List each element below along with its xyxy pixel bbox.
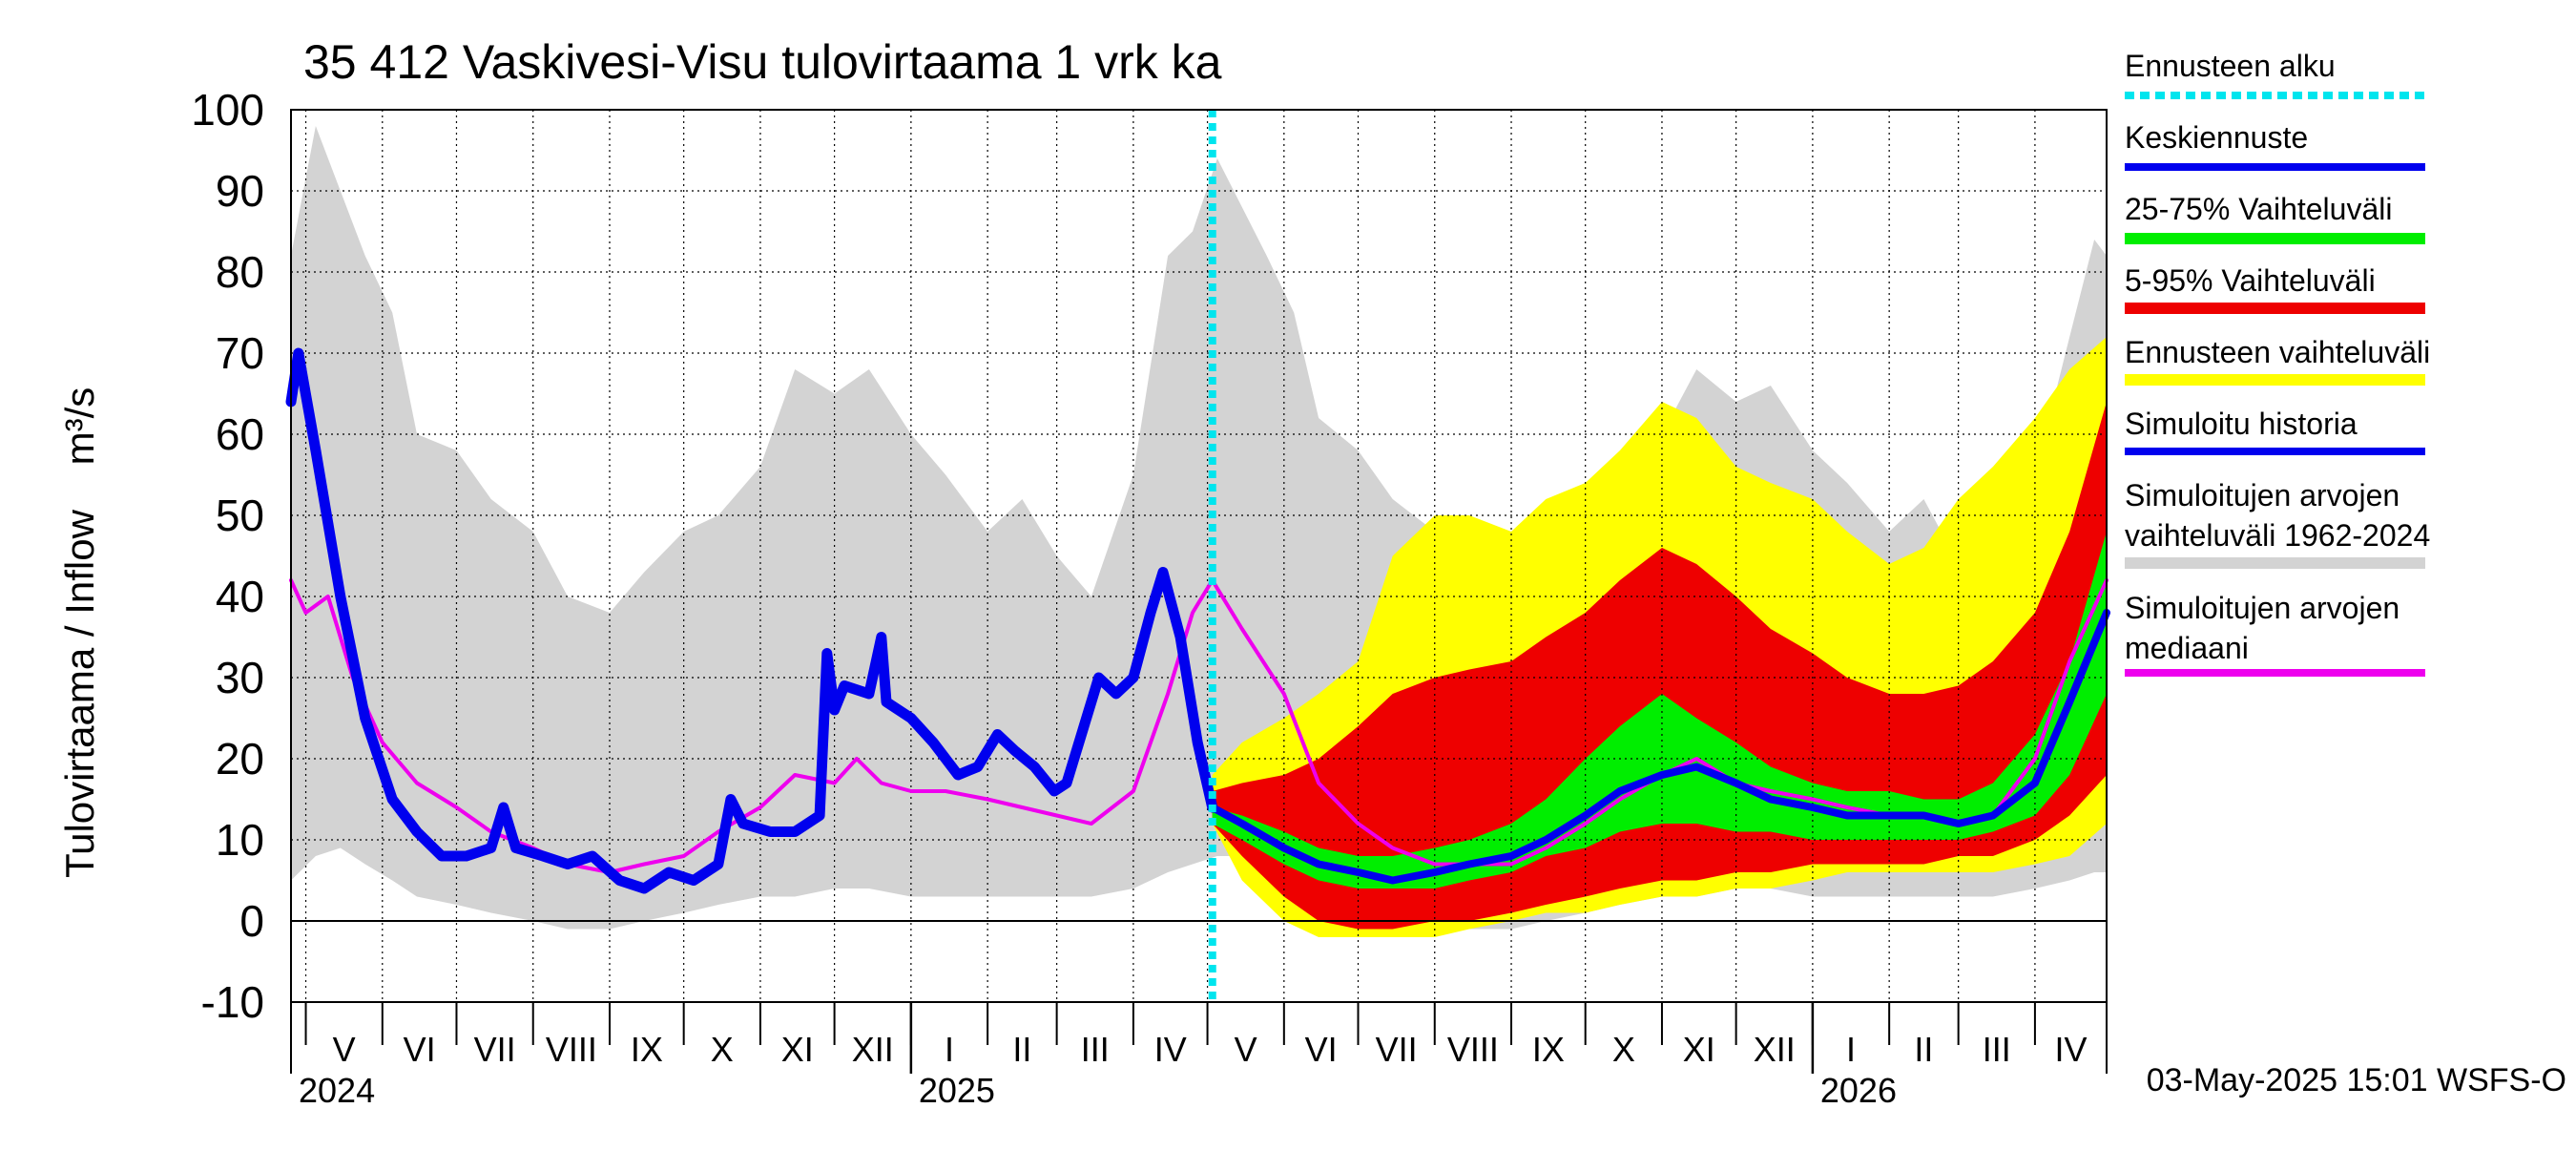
month-label: I xyxy=(1846,1030,1856,1069)
p25-75-band xyxy=(1212,532,2107,889)
y-tick-label: 0 xyxy=(239,896,264,946)
y-tick-label: 10 xyxy=(216,815,264,865)
month-label: IX xyxy=(631,1030,663,1069)
month-label: IV xyxy=(2054,1030,2087,1069)
mean-forecast-line xyxy=(1208,609,2110,885)
y-tick-label: 60 xyxy=(216,409,264,459)
legend-label-forecast-range: Ennusteen vaihteluväli xyxy=(2125,335,2430,369)
month-label: III xyxy=(1081,1030,1110,1069)
plot-frame xyxy=(290,109,2108,1003)
y-tick-label: 70 xyxy=(216,328,264,378)
lines-layer xyxy=(285,110,2110,1002)
year-label: 2026 xyxy=(1820,1071,1897,1110)
month-label: II xyxy=(1914,1030,1933,1069)
month-label: X xyxy=(1612,1030,1635,1069)
year-label: 2025 xyxy=(919,1071,995,1110)
month-label: XII xyxy=(1754,1030,1796,1069)
legend-label-mean-forecast: Keskiennuste xyxy=(2125,120,2308,155)
month-label: VI xyxy=(1305,1030,1338,1069)
month-label: VII xyxy=(1376,1030,1418,1069)
legend-label-p25-75: 25-75% Vaihteluväli xyxy=(2125,192,2392,226)
month-label: I xyxy=(945,1030,954,1069)
y-tick-label: 40 xyxy=(216,572,264,621)
legend-label-sim-history: Simuloitu historia xyxy=(2125,407,2358,441)
month-label: IX xyxy=(1532,1030,1565,1069)
y-tick-label: 80 xyxy=(216,247,264,297)
month-label: VII xyxy=(474,1030,516,1069)
month-label: XII xyxy=(852,1030,894,1069)
month-label: V xyxy=(333,1030,356,1069)
y-tick-label: 20 xyxy=(216,734,264,784)
y-tick-label: 30 xyxy=(216,653,264,702)
year-label: 2024 xyxy=(299,1071,375,1110)
chart-title: 35 412 Vaskivesi-Visu tulovirtaama 1 vrk… xyxy=(303,35,1222,89)
simulated-history-line xyxy=(285,347,1218,894)
legend-label-forecast-start: Ennusteen alku xyxy=(2125,49,2336,83)
y-tick-label: 90 xyxy=(216,166,264,216)
bands-layer xyxy=(291,126,2107,937)
legend-label-median: Simuloitujen arvojen mediaani xyxy=(2125,591,2399,665)
month-label: XI xyxy=(781,1030,814,1069)
timestamp-label: 03-May-2025 15:01 WSFS-O xyxy=(2147,1062,2566,1098)
y-tick-label: 50 xyxy=(216,491,264,540)
month-label: VIII xyxy=(546,1030,597,1069)
legend: Ennusteen alku Keskiennuste 25-75% Vaihtel… xyxy=(2125,49,2430,677)
y-axis-label: Tulovirtaama / Inflow m³/s xyxy=(57,387,102,878)
month-label: X xyxy=(711,1030,734,1069)
month-label: III xyxy=(1983,1030,2011,1069)
y-tick-label: 100 xyxy=(191,85,264,135)
month-label: VIII xyxy=(1447,1030,1499,1069)
month-label: XI xyxy=(1683,1030,1715,1069)
month-label: IV xyxy=(1154,1030,1187,1069)
month-label: VI xyxy=(404,1030,436,1069)
month-label: V xyxy=(1235,1030,1257,1069)
legend-label-p5-95: 5-95% Vaihteluväli xyxy=(2125,263,2376,298)
y-tick-label: -10 xyxy=(201,977,264,1027)
legend-label-hist-range: Simuloitujen arvojen vaihteluväli 1962-20… xyxy=(2125,478,2430,553)
month-label: II xyxy=(1012,1030,1031,1069)
